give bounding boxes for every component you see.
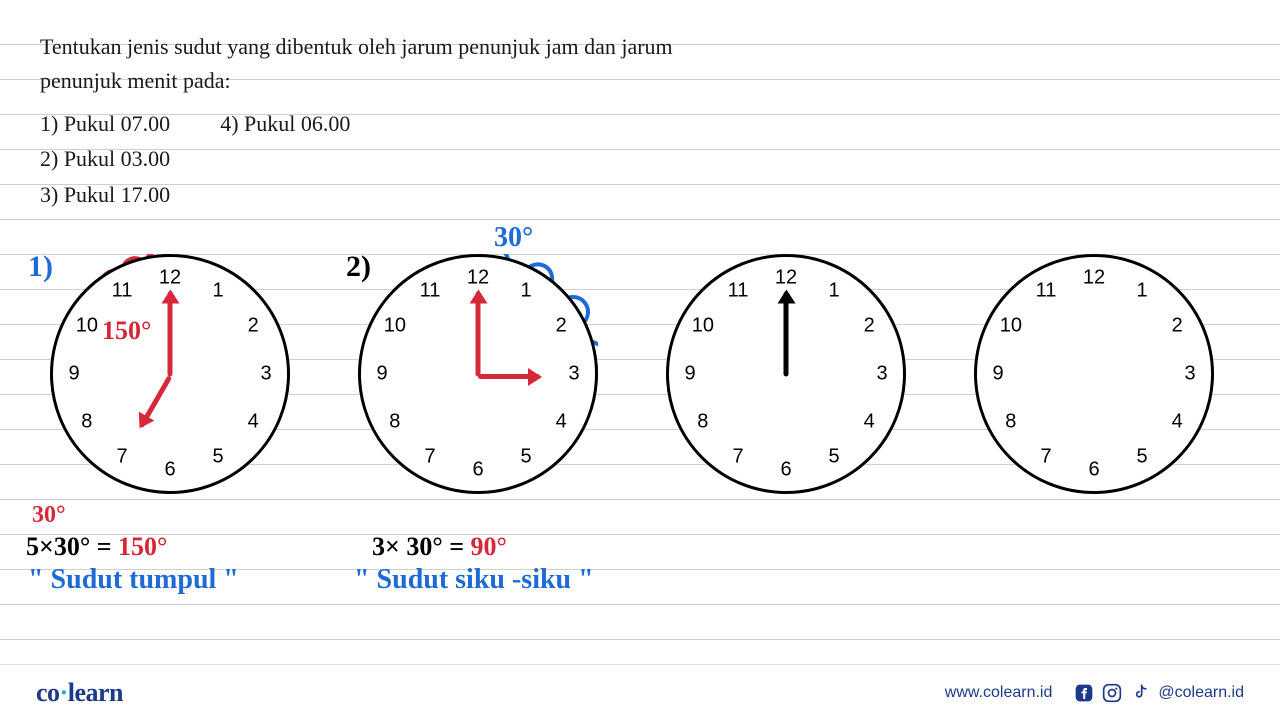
calc-1-expr: 5×30° =: [26, 532, 118, 561]
clock-1: 121234567891011: [50, 254, 290, 494]
clock-number: 4: [248, 411, 259, 434]
clock-number: 4: [864, 411, 875, 434]
clock-hand: [478, 374, 540, 379]
clock-number: 8: [389, 411, 400, 434]
clock-number: 9: [684, 363, 695, 386]
list-col-2: 4) Pukul 06.00: [220, 106, 350, 212]
clock-number: 6: [780, 459, 791, 482]
clock-number: 8: [81, 411, 92, 434]
logo-dot: ·: [60, 678, 68, 707]
calc-2-result: 90°: [471, 532, 507, 561]
clock-number: 2: [864, 315, 875, 338]
clock-number: 9: [376, 363, 387, 386]
question-text: Tentukan jenis sudut yang dibentuk oleh …: [40, 30, 740, 98]
clock-number: 3: [260, 363, 271, 386]
clock-hand: [784, 292, 789, 377]
clock-number: 12: [467, 267, 489, 290]
clock-number: 2: [556, 315, 567, 338]
list-col-1: 1) Pukul 07.00 2) Pukul 03.00 3) Pukul 1…: [40, 106, 170, 212]
clock-number: 7: [116, 446, 127, 469]
clock-number: 9: [992, 363, 1003, 386]
answer-1: " Sudut tumpul ": [28, 564, 239, 596]
clock-number: 12: [775, 267, 797, 290]
clocks-row: 1) 121234567891011 150° 30° 5×30° = 150°…: [30, 254, 1250, 494]
clock-hand: [476, 292, 481, 377]
question-line1: Tentukan jenis sudut yang dibentuk oleh …: [40, 34, 673, 59]
instagram-icon: [1102, 683, 1122, 703]
socials: @colearn.id: [1074, 683, 1244, 703]
clock-number: 5: [828, 446, 839, 469]
clock-number: 3: [1184, 363, 1195, 386]
clock-number: 8: [1005, 411, 1016, 434]
logo-learn: learn: [68, 678, 123, 707]
clock-number: 5: [520, 446, 531, 469]
clock-number: 12: [1083, 267, 1105, 290]
angle-30: 30°: [32, 502, 66, 529]
clock-number: 5: [212, 446, 223, 469]
clock-number: 10: [76, 315, 98, 338]
clock-2: 121234567891011: [358, 254, 598, 494]
clock-number: 11: [1036, 279, 1057, 302]
clock-number: 2: [248, 315, 259, 338]
clock-number: 11: [728, 279, 749, 302]
list-item: 2) Pukul 03.00: [40, 141, 170, 176]
clock-number: 11: [420, 279, 441, 302]
clock-number: 7: [732, 446, 743, 469]
clock-number: 6: [1088, 459, 1099, 482]
clock-1-wrap: 1) 121234567891011 150° 30° 5×30° = 150°…: [30, 254, 310, 494]
clock-number: 11: [112, 279, 133, 302]
clock-4: 121234567891011: [974, 254, 1214, 494]
logo-co: co: [36, 678, 60, 707]
footer-url: www.colearn.id: [945, 684, 1053, 702]
footer-right: www.colearn.id @colearn.id: [945, 683, 1244, 703]
question-line2: penunjuk menit pada:: [40, 68, 231, 93]
clock-number: 1: [828, 279, 839, 302]
clock-number: 1: [520, 279, 531, 302]
clock-number: 5: [1136, 446, 1147, 469]
clock-number: 4: [556, 411, 567, 434]
clock-number: 6: [472, 459, 483, 482]
clock-number: 2: [1172, 315, 1183, 338]
question-list: 1) Pukul 07.00 2) Pukul 03.00 3) Pukul 1…: [40, 106, 1240, 212]
clock-number: 7: [424, 446, 435, 469]
clock-number: 8: [697, 411, 708, 434]
clock-3: 121234567891011: [666, 254, 906, 494]
clock-hand: [168, 292, 173, 377]
clock-number: 12: [159, 267, 181, 290]
list-item: 3) Pukul 17.00: [40, 177, 170, 212]
clock-number: 10: [384, 315, 406, 338]
clock-3-wrap: 121234567891011: [646, 254, 926, 494]
tiktok-icon: [1130, 683, 1150, 703]
clock-number: 1: [1136, 279, 1147, 302]
footer-handle: @colearn.id: [1158, 684, 1244, 702]
clock-number: 3: [876, 363, 887, 386]
list-item: 1) Pukul 07.00: [40, 106, 170, 141]
clock-number: 9: [68, 363, 79, 386]
clock-2-wrap: 2) 30° 121234567891011 3× 30° = 90° " Su…: [338, 254, 618, 494]
clock-number: 10: [692, 315, 714, 338]
logo: co·learn: [36, 678, 123, 708]
angle-150: 150°: [102, 316, 151, 346]
arc-label-30: 30°: [494, 222, 533, 254]
clock-number: 4: [1172, 411, 1183, 434]
clock-number: 3: [568, 363, 579, 386]
content-area: Tentukan jenis sudut yang dibentuk oleh …: [0, 0, 1280, 212]
footer: co·learn www.colearn.id @colearn.id: [0, 664, 1280, 720]
answer-2: " Sudut siku -siku ": [354, 564, 594, 596]
clock-number: 6: [164, 459, 175, 482]
clock-number: 1: [212, 279, 223, 302]
facebook-icon: [1074, 683, 1094, 703]
calc-1-result: 150°: [118, 532, 167, 561]
clock-number: 7: [1040, 446, 1051, 469]
clock-4-wrap: 121234567891011: [954, 254, 1234, 494]
calc-1: 5×30° = 150°: [26, 532, 167, 562]
calc-2-expr: 3× 30° =: [372, 532, 471, 561]
list-item: 4) Pukul 06.00: [220, 106, 350, 141]
clock-number: 10: [1000, 315, 1022, 338]
calc-2: 3× 30° = 90°: [372, 532, 507, 562]
